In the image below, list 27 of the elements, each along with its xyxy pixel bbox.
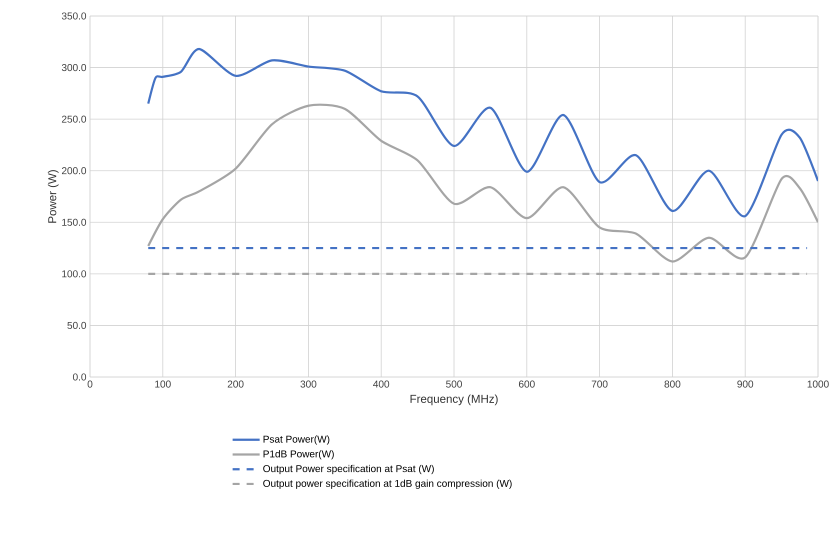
x-axis-title: Frequency (MHz) [410,394,498,406]
y-tick-label: 100.0 [62,270,86,278]
y-tick-label: 300.0 [62,64,86,72]
legend-label: P1dB Power(W) [264,450,334,460]
y-tick-label: 0.0 [72,373,86,381]
legend-label: Psat Power(W) [264,435,330,445]
x-tick-label: 600 [518,380,535,388]
legend-label: Output Power specification at Psat (W) [263,464,434,474]
x-tick-label: 800 [664,380,680,388]
x-tick-label: 0 [88,380,92,388]
x-tick-label: 300 [300,380,316,388]
x-tick-label: 400 [373,380,390,388]
x-tick-label: 700 [592,380,608,388]
y-tick-label: 200.0 [62,167,86,174]
y-tick-label: 350.0 [62,12,86,20]
x-tick-label: 100 [155,380,171,388]
y-axis-title: Power (W) [48,170,59,223]
y-tick-label: 150.0 [62,218,86,226]
line-series [147,48,818,218]
x-tick-label: 200 [228,380,244,388]
y-tick-label: 50.0 [67,322,86,329]
x-tick-label: 900 [737,380,754,388]
y-tick-label: 250.0 [62,116,86,123]
legend-label: Output power specification at 1dB gain compression (W) [263,480,512,489]
line-series [147,104,818,263]
x-tick-label: 1000 [808,380,829,388]
x-tick-label: 500 [446,380,462,388]
